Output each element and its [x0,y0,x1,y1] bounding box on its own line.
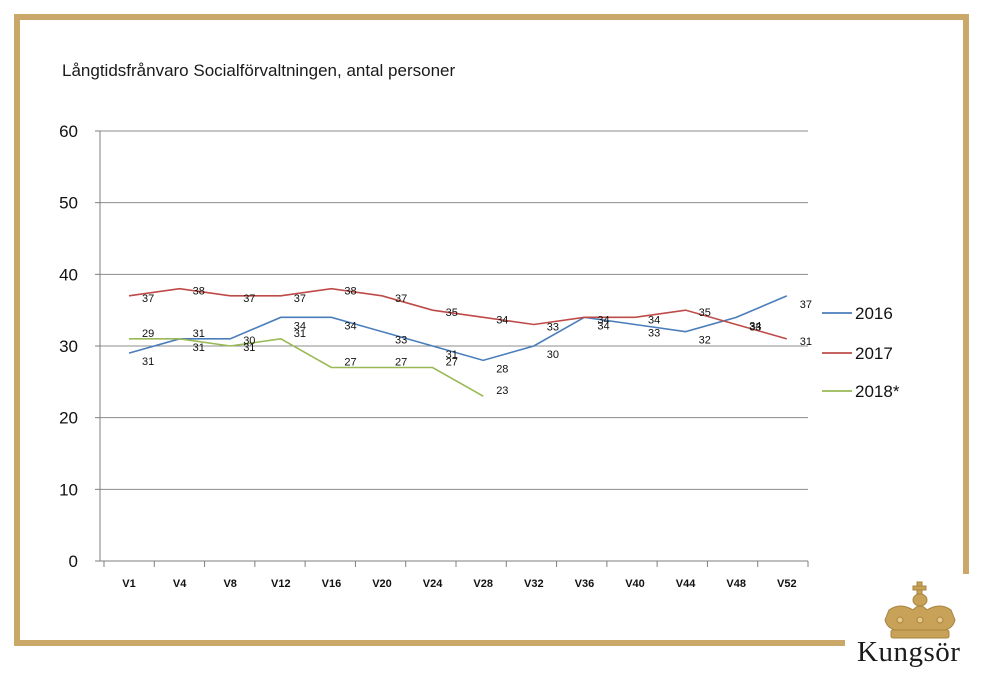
data-label: 23 [496,385,508,397]
x-tick-label: V36 [575,578,595,590]
data-label: 33 [749,322,761,334]
data-label: 34 [496,314,508,326]
data-label: 32 [699,335,711,347]
data-label: 31 [800,336,812,348]
data-label: 34 [344,320,356,332]
x-tick-label: V40 [625,578,645,590]
data-label: 30 [547,349,559,361]
y-tick-label: 40 [59,265,78,284]
data-label: 31 [446,349,458,361]
series-line-2016 [128,295,788,362]
y-tick-label: 10 [59,480,78,499]
legend-label: 2018* [855,382,900,401]
data-label: 28 [496,363,508,375]
data-label: 27 [446,357,458,369]
legend-label: 2017 [855,344,893,363]
data-label: 31 [243,342,255,354]
x-tick-label: V24 [423,578,443,590]
data-label: 33 [395,335,407,347]
x-tick-label: V12 [271,578,291,590]
x-tick-label: V4 [173,578,187,590]
data-label: 27 [395,357,407,369]
x-tick-label: V20 [372,578,392,590]
data-label: 34 [597,314,609,326]
data-label: 29 [142,328,154,340]
x-tick-label: V44 [676,578,696,590]
data-label: 37 [142,293,154,305]
data-label: 27 [344,357,356,369]
x-tick-label: V52 [777,578,797,590]
y-tick-label: 50 [59,194,78,213]
data-label: 30 [243,335,255,347]
y-tick-label: 30 [59,337,78,356]
data-label: 33 [547,322,559,334]
x-tick-label: V8 [223,578,236,590]
brand-name: Kungsör [857,636,961,668]
chart-frame [14,14,969,646]
legend-label: 2016 [855,304,893,323]
crown-logo [884,581,956,639]
x-tick-label: V1 [122,578,135,590]
data-label: 34 [749,320,761,332]
series-lines [128,287,788,397]
data-label: 31 [142,356,154,368]
x-axis: V1 V4 V8 V12 V16 V20 V24 V28 V32 V36 V40 V44 V48 V52 [103,561,809,590]
chart-title: Långtidsfrånvaro Socialförvaltningen, an… [62,61,455,80]
data-label: 34 [597,320,609,332]
y-tick-label: 0 [69,552,78,571]
series-line-2018 [129,338,484,397]
x-tick-label: V16 [322,578,342,590]
data-label: 31 [294,328,306,340]
y-tick-label: 60 [59,122,78,141]
x-tick-label: V28 [473,578,493,590]
data-label: 37 [243,293,255,305]
y-axis: 0 10 20 30 40 50 60 [59,122,101,571]
data-label: 31 [193,328,205,340]
x-tick-label: V32 [524,578,544,590]
data-label: 34 [648,314,660,326]
data-label: 38 [193,286,205,298]
data-label: 34 [294,320,306,332]
series-line-2017 [128,287,788,340]
data-label: 31 [193,342,205,354]
data-label: 37 [800,299,812,311]
grid-lines [100,130,808,562]
data-label: 35 [446,307,458,319]
data-label: 38 [344,286,356,298]
y-tick-label: 20 [59,409,78,428]
data-label: 33 [648,328,660,340]
x-tick-label: V48 [726,578,746,590]
data-label: 37 [294,293,306,305]
data-label: 37 [395,293,407,305]
legend: 2016 2017 2018* [822,304,900,401]
data-label: 35 [699,307,711,319]
